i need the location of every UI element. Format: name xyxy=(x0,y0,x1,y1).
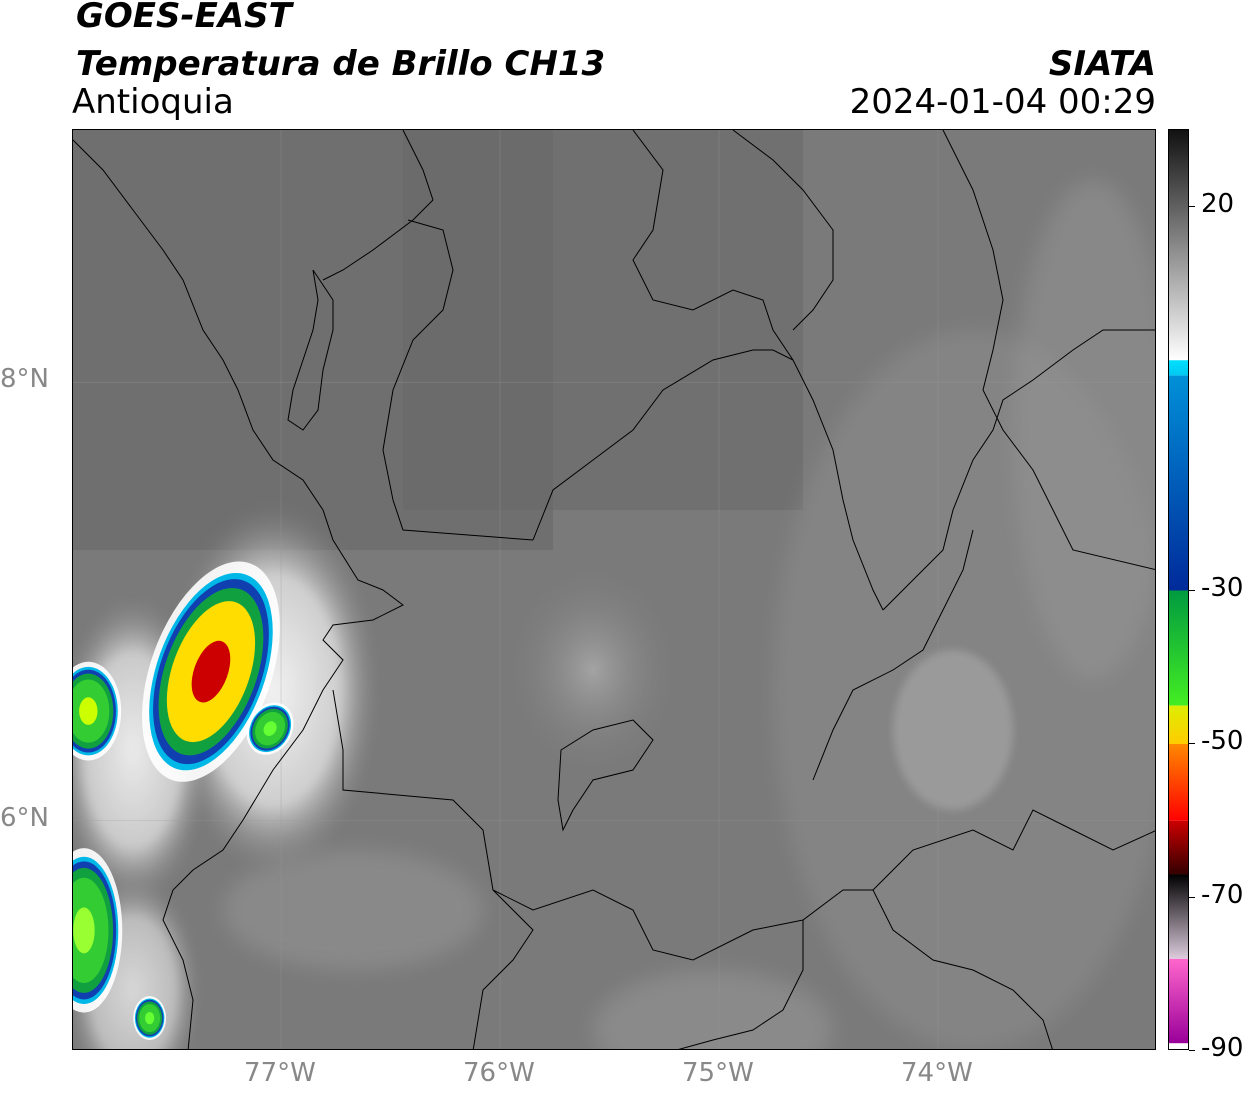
agency-label: SIATA xyxy=(1048,44,1156,84)
boundary-lines xyxy=(73,130,1155,1049)
department-border-south xyxy=(332,689,534,1049)
department-border-center xyxy=(532,349,884,611)
lat-tick-label: 8°N xyxy=(0,364,49,395)
department-border-south-4 xyxy=(872,889,1053,1049)
satellite-title: GOES-EAST xyxy=(76,0,292,36)
colorbar-segment xyxy=(1169,360,1188,376)
department-border-southwest xyxy=(678,920,804,1049)
colorbar-segment xyxy=(1169,958,1188,1044)
colorbar-tick-mark xyxy=(1189,896,1195,898)
colorbar-tick-label: -70 xyxy=(1201,879,1244,910)
colorbar-segment xyxy=(1169,705,1188,744)
convective-cell xyxy=(142,561,280,782)
convective-cell xyxy=(73,848,123,1013)
colorbar-segment xyxy=(1169,130,1188,361)
cell-contour xyxy=(145,1011,155,1025)
convective-cell xyxy=(73,661,122,761)
cell-contour xyxy=(263,721,277,736)
cell-contour xyxy=(73,907,95,954)
aburra-valley-path xyxy=(557,719,654,832)
gulf-coast-path xyxy=(287,269,334,431)
convective-cells xyxy=(73,561,294,1041)
map-canvas xyxy=(73,130,1155,1049)
department-border-south-2 xyxy=(492,889,873,961)
department-border-northeast-2 xyxy=(732,130,834,331)
colorbar xyxy=(1168,129,1189,1050)
department-border-east xyxy=(882,329,1155,611)
cell-contour xyxy=(191,640,231,703)
department-border-north xyxy=(382,219,534,541)
colorbar-tick-label: 20 xyxy=(1201,188,1235,219)
colorbar-tick-mark xyxy=(1189,589,1195,591)
map-panel[interactable] xyxy=(72,129,1156,1050)
lon-tick-label: 76°W xyxy=(463,1058,535,1088)
colorbar-segment xyxy=(1169,590,1188,706)
lat-tick-label: 6°N xyxy=(0,802,49,833)
colorbar-segment xyxy=(1169,744,1188,821)
convective-cell xyxy=(133,996,167,1041)
gulf-coast-path-2 xyxy=(322,130,434,281)
graticule xyxy=(73,130,1155,1049)
datetime-label: 2024-01-04 00:29 xyxy=(849,82,1156,122)
region-label: Antioquia xyxy=(72,82,234,122)
lon-tick-label: 77°W xyxy=(244,1058,316,1088)
department-border-east-2 xyxy=(812,529,974,781)
lon-tick-label: 75°W xyxy=(682,1058,754,1088)
colorbar-tick-mark xyxy=(1189,205,1195,207)
colorbar-tick-mark xyxy=(1189,1050,1195,1051)
department-border-south-3 xyxy=(872,809,1155,891)
colorbar-canvas xyxy=(1169,130,1188,1049)
colorbar-tick-label: -30 xyxy=(1201,572,1244,603)
product-title: Temperatura de Brillo CH13 xyxy=(76,44,606,84)
lon-tick-label: 74°W xyxy=(901,1058,973,1088)
colorbar-tick-label: -90 xyxy=(1201,1033,1244,1063)
colorbar-segment xyxy=(1169,1043,1188,1049)
convective-cell xyxy=(246,702,294,755)
colorbar-segment xyxy=(1169,375,1188,591)
department-border-northeast xyxy=(632,130,794,361)
colorbar-segment xyxy=(1169,874,1188,959)
colorbar-tick-label: -50 xyxy=(1201,726,1244,756)
department-border-far-east xyxy=(942,130,1155,571)
colorbar-tick-mark xyxy=(1189,743,1195,744)
colorbar-segment xyxy=(1169,820,1188,875)
coastline-path xyxy=(73,139,404,1049)
cell-contour xyxy=(79,697,98,725)
